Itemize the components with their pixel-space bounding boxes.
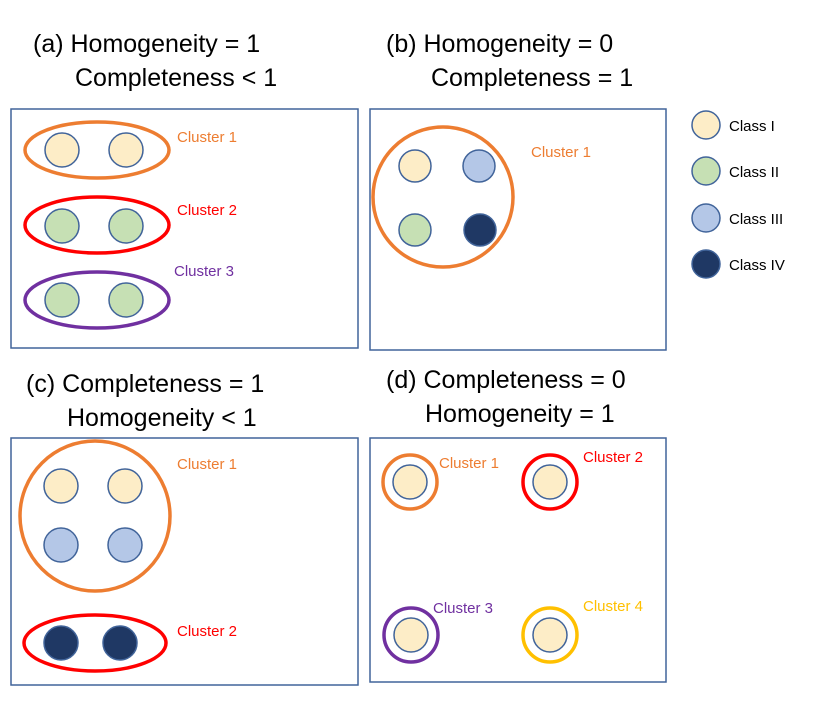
panel-c-title-line2: Homogeneity < 1: [67, 404, 257, 432]
legend: Class I Class II Class III Class IV: [691, 110, 785, 279]
panel-b-class-iv-point: [463, 213, 497, 247]
panel-b-title-line1: (b) Homogeneity = 0: [386, 30, 613, 58]
panel-b-cluster-1-label: Cluster 1: [531, 144, 591, 161]
legend-item-class-ii: Class II: [691, 156, 779, 186]
panel-a-title-line2: Completeness < 1: [75, 64, 277, 92]
panel-b-class-i-point: [398, 149, 432, 183]
legend-class-iii-swatch: [691, 203, 721, 233]
panel-c-cluster-2-boundary: [22, 613, 168, 673]
panel-a-cluster-2-boundary: [23, 195, 171, 255]
legend-class-iii-label: Class III: [729, 211, 783, 228]
legend-class-iv-swatch: [691, 249, 721, 279]
panel-a-class-i-point: [44, 132, 80, 168]
legend-class-i-swatch: [691, 110, 721, 140]
panel-a-class-ii-point: [108, 282, 144, 318]
legend-class-ii-swatch: [691, 156, 721, 186]
panel-d-cluster-1-boundary: [381, 453, 439, 511]
panel-d-cluster-1-label: Cluster 1: [439, 455, 499, 472]
panel-c-title-line1: (c) Completeness = 1: [26, 370, 264, 398]
panel-d-cluster-4-label: Cluster 4: [583, 598, 643, 615]
panel-c-cluster-1-label: Cluster 1: [177, 456, 237, 473]
panel-a-cluster-3-label: Cluster 3: [174, 263, 234, 280]
legend-class-ii-label: Class II: [729, 164, 779, 181]
panel-c: (c) Completeness = 1 Homogeneity < 1 Clu…: [10, 370, 359, 686]
panel-a-cluster-3-boundary: [23, 270, 171, 330]
panel-d-title-line2: Homogeneity = 1: [425, 400, 615, 428]
panel-d-cluster-3-label: Cluster 3: [433, 600, 493, 617]
panel-b-class-ii-point: [398, 213, 432, 247]
panel-a-cluster-1-label: Cluster 1: [177, 129, 237, 146]
panel-d-title-line1: (d) Completeness = 0: [386, 366, 626, 394]
panel-d-class-i-point: [532, 617, 568, 653]
panel-d-class-i-point: [393, 617, 429, 653]
panel-c-class-iii-point: [43, 527, 79, 563]
panel-b-title-line2: Completeness = 1: [431, 64, 633, 92]
legend-class-iv-label: Class IV: [729, 257, 785, 274]
panel-b-cluster-1-boundary: [371, 125, 515, 269]
panel-c-class-i-point: [107, 468, 143, 504]
panel-a-class-ii-point: [108, 208, 144, 244]
panel-b-class-iii-point: [462, 149, 496, 183]
panel-c-cluster-2-label: Cluster 2: [177, 623, 237, 640]
panel-c-cluster-1-boundary: [18, 439, 172, 593]
panel-a-class-i-point: [108, 132, 144, 168]
legend-class-i-label: Class I: [729, 118, 775, 135]
panel-d-cluster-2-boundary: [521, 453, 579, 511]
legend-item-class-iv: Class IV: [691, 249, 785, 279]
legend-item-class-i: Class I: [691, 110, 775, 140]
panel-d: (d) Completeness = 0 Homogeneity = 1 Clu…: [369, 366, 667, 683]
panel-a-title-line1: (a) Homogeneity = 1: [33, 30, 260, 58]
panel-d-cluster-3-boundary: [382, 606, 440, 664]
panel-d-class-i-point: [532, 464, 568, 500]
panel-c-class-i-point: [43, 468, 79, 504]
panel-a: (a) Homogeneity = 1 Completeness < 1 Clu…: [10, 30, 359, 349]
panel-a-cluster-2-label: Cluster 2: [177, 202, 237, 219]
panel-b: (b) Homogeneity = 0 Completeness = 1 Clu…: [369, 30, 667, 351]
panel-c-class-iv-point: [43, 625, 79, 661]
panel-d-cluster-2-label: Cluster 2: [583, 449, 643, 466]
panel-d-class-i-point: [392, 464, 428, 500]
legend-item-class-iii: Class III: [691, 203, 783, 233]
panel-c-class-iii-point: [107, 527, 143, 563]
panel-d-cluster-4-boundary: [521, 606, 579, 664]
panel-a-class-ii-point: [44, 282, 80, 318]
panel-a-class-ii-point: [44, 208, 80, 244]
panel-a-cluster-1-boundary: [23, 120, 171, 180]
panel-c-class-iv-point: [102, 625, 138, 661]
